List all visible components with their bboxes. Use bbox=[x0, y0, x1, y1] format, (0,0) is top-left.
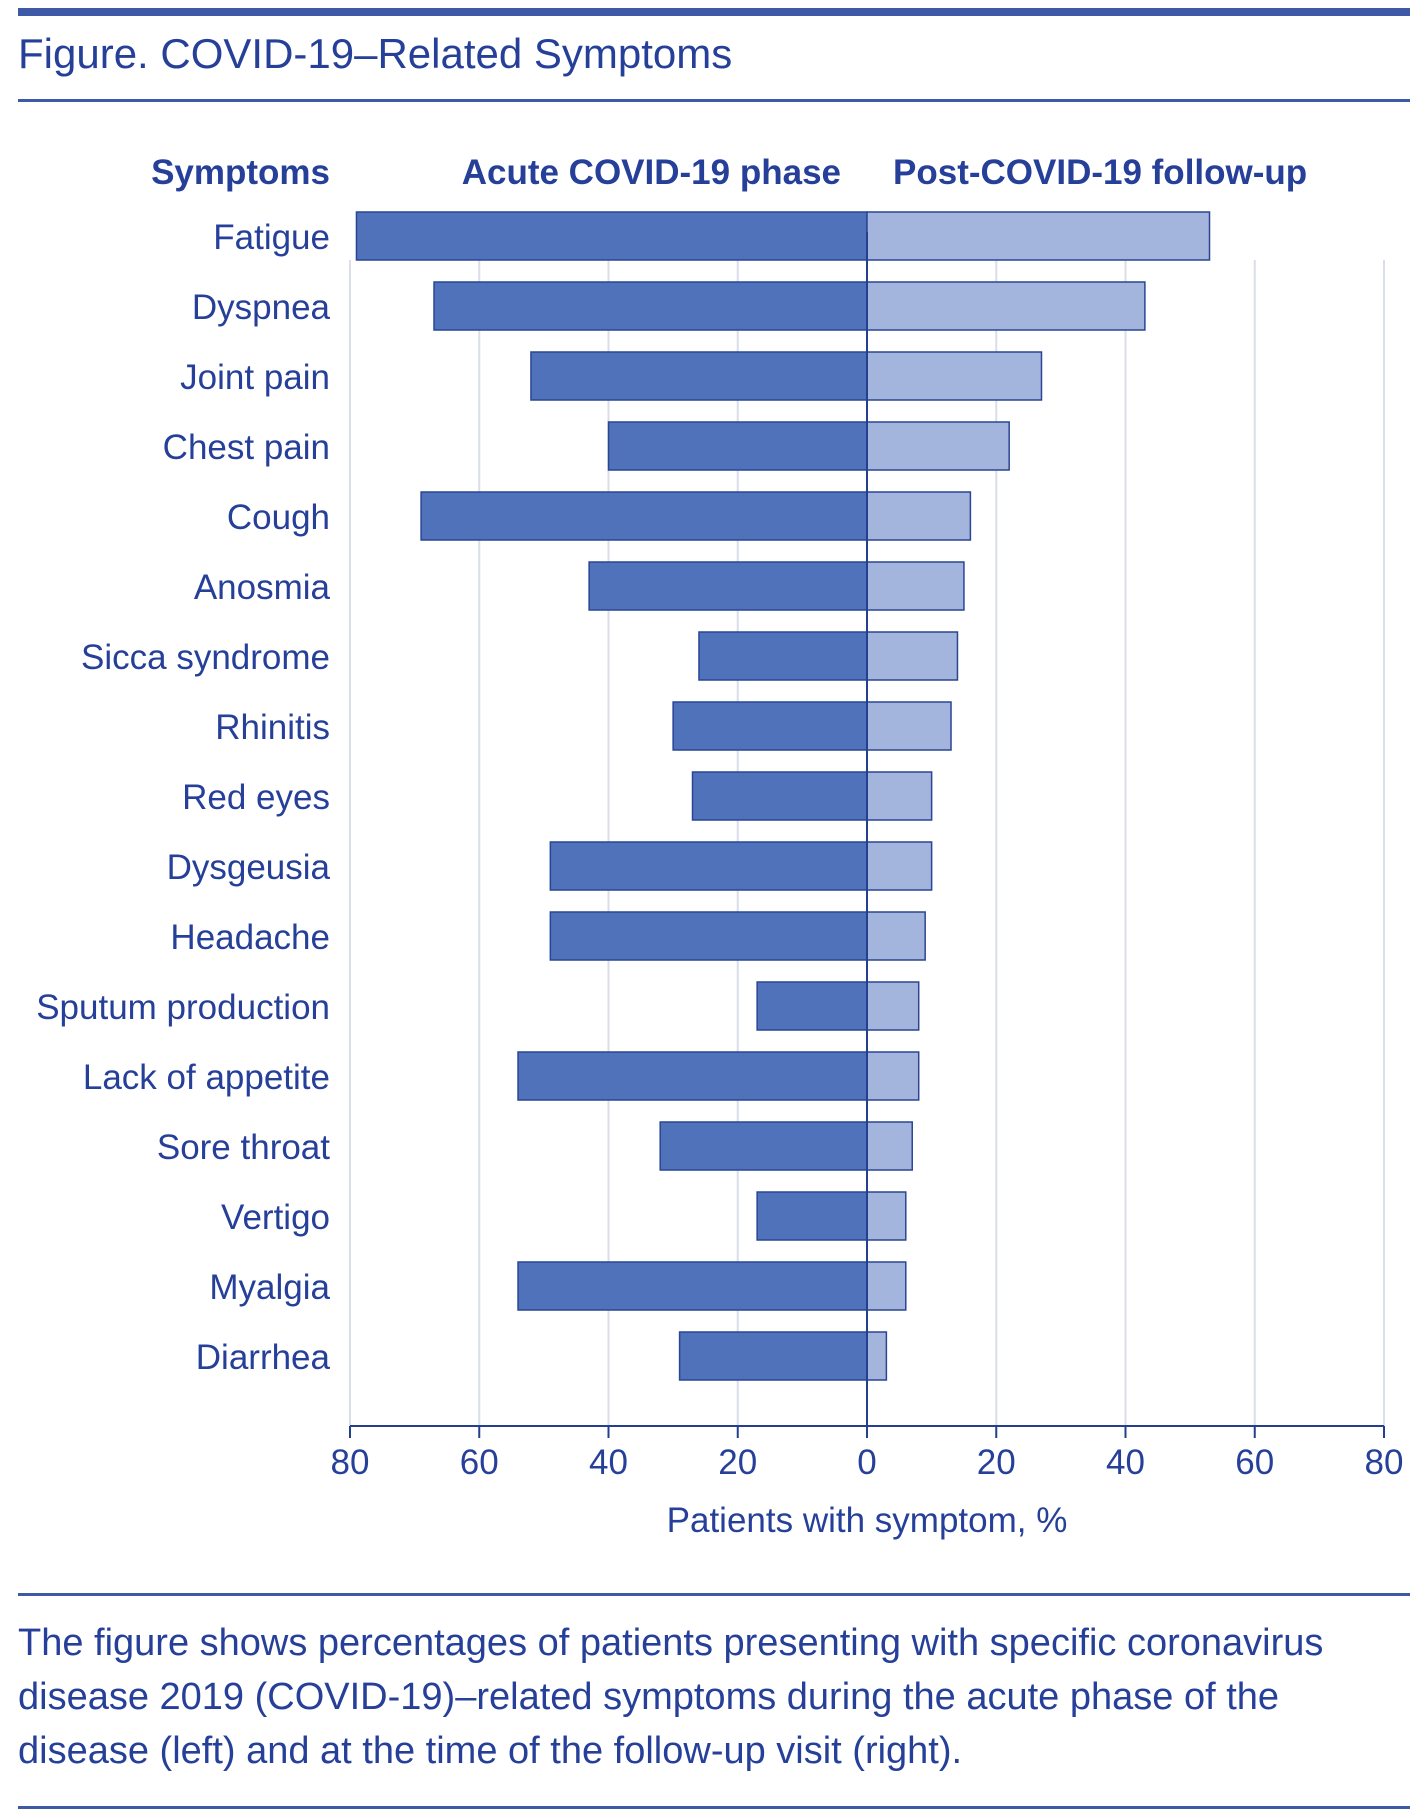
legend-acute: Acute COVID-19 phase bbox=[462, 153, 841, 192]
bar-acute-sputum-production bbox=[756, 981, 868, 1031]
header-symptoms: Symptoms bbox=[151, 153, 330, 192]
bar-acute-vertigo bbox=[756, 1191, 868, 1241]
x-tick-label: 80 bbox=[1365, 1443, 1404, 1482]
bar-acute-dysgeusia bbox=[549, 841, 868, 891]
x-tick-label: 80 bbox=[331, 1443, 370, 1482]
category-label: Rhinitis bbox=[215, 708, 330, 747]
category-label: Dysgeusia bbox=[167, 848, 331, 887]
bar-acute-fatigue bbox=[355, 211, 868, 261]
bar-followup-dysgeusia bbox=[866, 841, 933, 891]
caption-rule-top bbox=[18, 1593, 1410, 1596]
bar-acute-dyspnea bbox=[433, 281, 868, 331]
bar-acute-anosmia bbox=[588, 561, 868, 611]
category-label: Joint pain bbox=[180, 358, 330, 397]
bar-followup-headache bbox=[866, 911, 926, 961]
bar-followup-myalgia bbox=[866, 1261, 907, 1311]
category-labels: Fatigue Dyspnea Joint pain Chest pain Cough A… bbox=[36, 218, 330, 1377]
category-label: Chest pain bbox=[163, 428, 330, 467]
x-tick-label: 40 bbox=[1106, 1443, 1145, 1482]
bar-acute-red-eyes bbox=[691, 771, 868, 821]
bar-followup-sore-throat bbox=[866, 1121, 913, 1171]
bar-acute-lack-of-appetite bbox=[517, 1051, 868, 1101]
bar-acute-diarrhea bbox=[678, 1331, 868, 1381]
bar-followup-red-eyes bbox=[866, 771, 933, 821]
category-label: Fatigue bbox=[213, 218, 330, 257]
bar-acute-rhinitis bbox=[672, 701, 868, 751]
legend-followup: Post-COVID-19 follow-up bbox=[893, 153, 1307, 192]
x-tick-label: 60 bbox=[460, 1443, 499, 1482]
bar-acute-myalgia bbox=[517, 1261, 868, 1311]
caption-rule-bottom bbox=[18, 1806, 1410, 1809]
bar-followup-sputum-production bbox=[866, 981, 920, 1031]
bar-acute-chest-pain bbox=[607, 421, 868, 471]
bar-followup-anosmia bbox=[866, 561, 965, 611]
bar-followup-chest-pain bbox=[866, 421, 1010, 471]
figure-caption: The figure shows percentages of patients… bbox=[18, 1622, 1324, 1772]
bar-followup-fatigue bbox=[866, 211, 1211, 261]
x-axis: 80 60 40 20 0 20 40 60 80 Patients with symptom, … bbox=[331, 232, 1404, 1540]
category-label: Cough bbox=[227, 498, 330, 537]
bar-acute-sore-throat bbox=[659, 1121, 868, 1171]
category-label: Headache bbox=[170, 918, 330, 957]
bar-followup-rhinitis bbox=[866, 701, 952, 751]
category-label: Vertigo bbox=[221, 1198, 330, 1237]
category-label: Anosmia bbox=[194, 568, 331, 607]
x-tick-label: 40 bbox=[589, 1443, 628, 1482]
bar-followup-joint-pain bbox=[866, 351, 1043, 401]
figure-title: Figure. COVID-19–Related Symptoms bbox=[18, 30, 733, 77]
category-label: Lack of appetite bbox=[83, 1058, 330, 1097]
bar-followup-cough bbox=[866, 491, 972, 541]
bar-followup-diarrhea bbox=[866, 1331, 888, 1381]
title-rule bbox=[18, 99, 1410, 102]
x-axis-label: Patients with symptom, % bbox=[667, 1501, 1068, 1540]
category-label: Sputum production bbox=[36, 988, 330, 1027]
x-tick-label: 60 bbox=[1235, 1443, 1274, 1482]
category-label: Diarrhea bbox=[196, 1338, 331, 1377]
diverging-bar-chart: 80 60 40 20 0 20 40 60 80 Patients with symptom, … bbox=[36, 153, 1404, 1540]
bar-acute-cough bbox=[420, 491, 868, 541]
category-label: Myalgia bbox=[209, 1268, 330, 1307]
bar-followup-vertigo bbox=[866, 1191, 907, 1241]
category-label: Sore throat bbox=[157, 1128, 330, 1167]
x-tick-label: 20 bbox=[977, 1443, 1016, 1482]
category-label: Dyspnea bbox=[192, 288, 331, 327]
top-rule bbox=[18, 8, 1410, 16]
bar-followup-dyspnea bbox=[866, 281, 1146, 331]
column-headers: Symptoms Acute COVID-19 phase Post-COVID-1… bbox=[151, 153, 1307, 192]
bar-followup-lack-of-appetite bbox=[866, 1051, 920, 1101]
x-tick-label: 20 bbox=[718, 1443, 757, 1482]
bar-followup-sicca-syndrome bbox=[866, 631, 959, 681]
category-label: Red eyes bbox=[182, 778, 330, 817]
bar-acute-sicca-syndrome bbox=[698, 631, 868, 681]
bar-acute-joint-pain bbox=[530, 351, 868, 401]
bars bbox=[355, 211, 1211, 1381]
category-label: Sicca syndrome bbox=[81, 638, 330, 677]
bar-acute-headache bbox=[549, 911, 868, 961]
x-tick-label: 0 bbox=[857, 1443, 876, 1482]
